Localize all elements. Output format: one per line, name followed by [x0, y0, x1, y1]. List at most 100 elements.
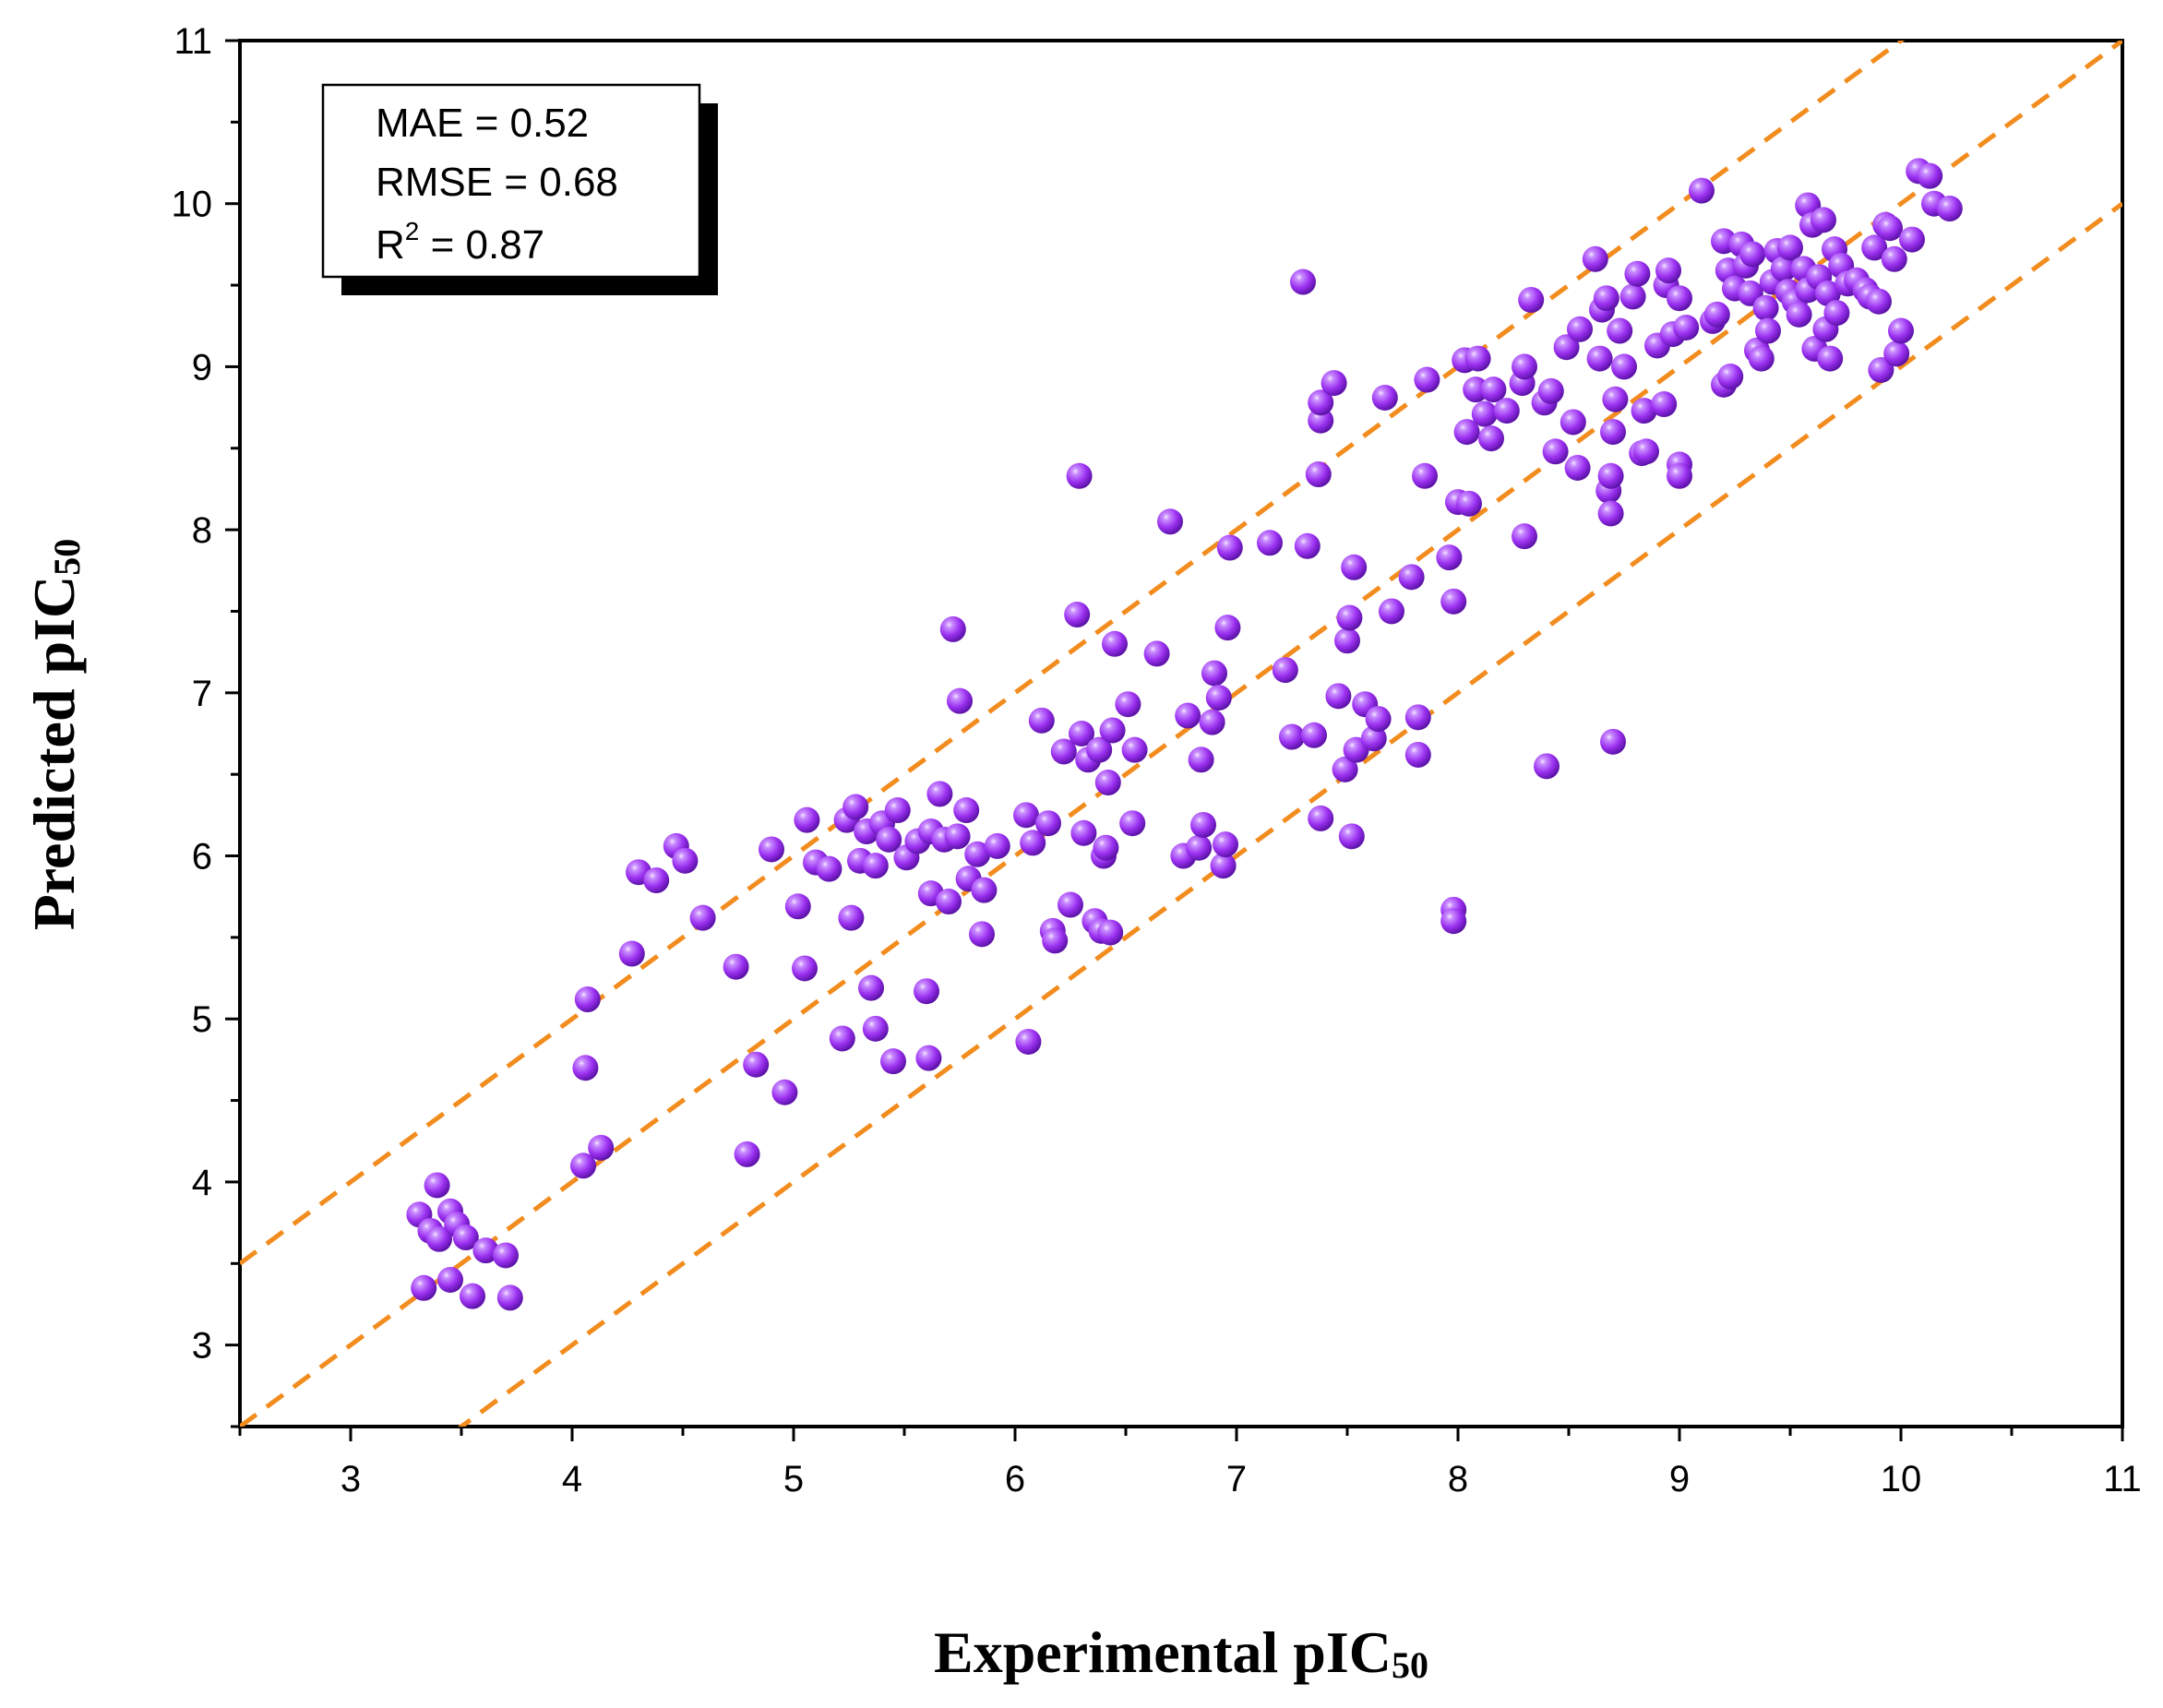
data-point — [1817, 345, 1844, 372]
data-point — [1440, 588, 1467, 615]
data-point — [1752, 294, 1779, 321]
data-point — [1673, 315, 1700, 341]
data-point — [862, 853, 889, 879]
x-tick-label: 10 — [1881, 1459, 1922, 1499]
reference-line-0 — [240, 41, 2122, 1427]
data-point — [914, 978, 939, 1005]
data-point — [689, 904, 716, 931]
data-point — [1341, 554, 1368, 580]
stat-r2-suffix: = 0.87 — [419, 222, 544, 268]
data-point — [1360, 725, 1387, 752]
data-point — [618, 940, 645, 967]
data-point — [411, 1274, 437, 1301]
data-point — [723, 953, 749, 980]
data-point — [939, 615, 966, 642]
data-point — [452, 1224, 479, 1251]
stats-box-panel — [321, 83, 701, 279]
data-point — [1582, 245, 1608, 272]
data-point — [1093, 834, 1119, 861]
data-point — [1866, 288, 1892, 315]
data-point — [1881, 245, 1907, 272]
data-point — [1119, 810, 1146, 837]
plot-frame — [238, 39, 2124, 1428]
x-tick-label: 5 — [783, 1459, 804, 1499]
data-point — [424, 1172, 450, 1199]
data-point — [1868, 356, 1894, 383]
data-point — [1094, 770, 1121, 796]
x-tick-label: 3 — [341, 1459, 361, 1499]
y-tick-label: 11 — [173, 21, 212, 62]
data-point — [1739, 241, 1766, 268]
data-point — [1456, 490, 1482, 517]
data-point — [1936, 196, 1963, 222]
data-point — [1064, 602, 1091, 628]
data-point — [784, 893, 811, 920]
data-point — [1861, 234, 1888, 261]
reference-line-2 — [457, 201, 2122, 1427]
y-tick-label: 7 — [192, 674, 212, 714]
data-point — [1453, 419, 1480, 446]
data-point — [1619, 283, 1646, 310]
data-point — [1371, 384, 1398, 411]
data-point — [570, 1153, 596, 1179]
data-point — [588, 1134, 615, 1161]
data-point — [915, 1045, 942, 1071]
data-point — [1035, 810, 1061, 837]
data-point — [1414, 366, 1440, 393]
data-point — [1205, 685, 1232, 711]
data-point — [1050, 738, 1077, 765]
data-point — [1404, 741, 1431, 768]
data-point — [426, 1225, 452, 1252]
data-point — [1611, 353, 1637, 380]
data-point — [1633, 438, 1659, 465]
data-point — [1667, 285, 1692, 312]
data-point — [1210, 853, 1237, 879]
data-point — [1814, 280, 1841, 306]
data-point — [1070, 819, 1097, 846]
data-point — [862, 1015, 889, 1042]
data-point — [1214, 615, 1241, 641]
data-point — [1607, 317, 1633, 344]
data-point — [1624, 260, 1651, 287]
data-point — [816, 855, 842, 882]
y-tick-label: 4 — [192, 1163, 212, 1203]
data-point — [643, 867, 670, 894]
data-point — [1600, 419, 1626, 446]
data-point — [496, 1284, 523, 1311]
data-point — [1186, 834, 1213, 861]
data-point — [880, 1048, 906, 1075]
stats-box: MAE = 0.52 RMSE = 0.68 R2 = 0.87 — [321, 83, 718, 295]
x-axis-title-sub: 50 — [1392, 1644, 1428, 1686]
data-point — [1518, 286, 1545, 313]
data-point — [734, 1141, 760, 1167]
data-point — [1188, 747, 1214, 773]
data-point — [1190, 811, 1216, 838]
data-point — [1325, 683, 1352, 710]
data-point — [1600, 728, 1626, 755]
data-point — [1493, 398, 1520, 424]
y-axis-ticks: 3 4 5 6 7 8 9 10 11 — [172, 21, 240, 1428]
data-point — [759, 836, 784, 863]
data-point — [1542, 438, 1569, 465]
data-point — [1015, 1028, 1042, 1055]
x-tick-label: 6 — [1005, 1459, 1025, 1499]
data-point — [1597, 462, 1624, 489]
data-point — [1097, 919, 1124, 946]
x-tick-label: 7 — [1226, 1459, 1247, 1499]
y-tick-label: 5 — [192, 999, 212, 1040]
data-point — [1512, 353, 1537, 380]
data-point — [1308, 389, 1334, 416]
data-point — [1069, 721, 1094, 747]
data-point — [1308, 407, 1334, 434]
data-point — [1786, 301, 1812, 328]
data-point — [1058, 891, 1083, 918]
y-tick-label: 3 — [192, 1326, 212, 1367]
data-point — [1412, 462, 1438, 489]
reference-line-1 — [240, 41, 1906, 1266]
data-point — [1199, 709, 1225, 735]
stat-r2: R2 = 0.87 — [376, 217, 544, 268]
data-point — [1593, 285, 1619, 312]
stat-mae: MAE = 0.52 — [376, 101, 589, 146]
data-point — [842, 794, 869, 820]
data-point — [574, 986, 601, 1013]
